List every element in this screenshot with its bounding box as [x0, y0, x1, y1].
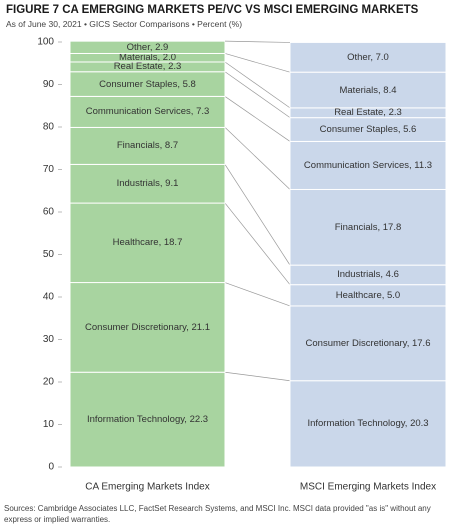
segment-label: Other, 2.9 — [126, 41, 169, 53]
y-tick-label: 70 — [43, 164, 55, 175]
y-tick-label: 10 — [43, 419, 55, 430]
segment-label: Industrials, 4.6 — [337, 269, 399, 281]
y-tick-label: 80 — [43, 122, 55, 133]
connector-line — [224, 202, 291, 285]
y-tick-label: 50 — [43, 249, 55, 260]
segment-label: Communication Services, 7.3 — [85, 106, 210, 118]
segment-label-box: Healthcare, 5.0 — [335, 289, 401, 301]
y-tick-label: 40 — [43, 292, 55, 303]
segment-label: Consumer Staples, 5.6 — [319, 124, 417, 136]
bar-segment — [289, 380, 447, 468]
bar-segment — [69, 282, 226, 373]
y-tick-label: 90 — [43, 79, 55, 90]
chart-title: FIGURE 7 CA EMERGING MARKETS PE/VC VS MS… — [6, 4, 419, 16]
y-tick-label: 60 — [43, 207, 55, 218]
segment-label-box: Consumer Staples, 5.8 — [99, 78, 196, 90]
segment-label-box: Consumer Discretionary, 21.1 — [85, 321, 210, 333]
segment-label: Healthcare, 5.0 — [335, 289, 401, 301]
segment-label-box: Real Estate, 2.3 — [113, 61, 182, 73]
segment-label: Materials, 2.0 — [118, 52, 177, 64]
bar-segment — [289, 71, 447, 109]
bar-segment — [289, 188, 447, 266]
chart-subtitle: As of June 30, 2021 • GICS Sector Compar… — [6, 19, 243, 29]
segment-label: Communication Services, 11.3 — [303, 159, 433, 171]
segment-label: Consumer Staples, 5.8 — [99, 78, 196, 90]
y-tick-label: 100 — [37, 37, 54, 48]
segment-label: Other, 7.0 — [347, 51, 389, 63]
bar-segment — [69, 40, 226, 54]
connector-line — [224, 164, 291, 266]
segment-label: Information Technology, 22.3 — [86, 414, 209, 426]
connector-line — [224, 371, 291, 382]
segment-label: Real Estate, 2.3 — [334, 107, 402, 119]
segment-label-box: Information Technology, 22.3 — [86, 414, 209, 426]
source-note: Sources: Cambridge Associates LLC, FactS… — [4, 504, 431, 524]
segment-label-box: Financials, 8.7 — [116, 140, 179, 152]
segment-label: Materials, 8.4 — [339, 84, 397, 96]
bar-segment — [69, 371, 226, 468]
y-tick-label: 30 — [43, 334, 55, 345]
chart: 0 10 20 30 40 50 60 70 80 90 100 CA Emerging Market… — [37, 37, 447, 493]
bar-segment — [69, 202, 226, 284]
segment-label-box: Healthcare, 18.7 — [112, 237, 183, 249]
segment-label: Information Technology, 20.3 — [307, 418, 429, 430]
connector-line — [224, 96, 291, 142]
bar-segment — [69, 163, 226, 204]
bar-segment — [289, 41, 447, 73]
segment-label-box: Communication Services, 7.3 — [85, 106, 210, 118]
connector-line — [224, 282, 291, 307]
segment-label-box: Industrials, 9.1 — [116, 178, 179, 190]
segment-label-box: Consumer Staples, 5.6 — [319, 124, 417, 136]
segment-label: Healthcare, 18.7 — [112, 237, 183, 249]
segment-label: Real Estate, 2.3 — [113, 61, 182, 73]
connector-line — [224, 40, 291, 43]
segment-label-box: Consumer Discretionary, 17.6 — [305, 337, 431, 349]
x-tick-label: CA Emerging Markets Index — [85, 482, 210, 493]
segment-label-box: Materials, 8.4 — [339, 84, 397, 96]
y-tick-label: 0 — [48, 462, 54, 473]
connector-line — [224, 53, 291, 73]
segment-label-box: Other, 7.0 — [347, 51, 389, 63]
segment-label-box: Materials, 2.0 — [118, 52, 177, 64]
x-tick-label: MSCI Emerging Markets Index — [300, 482, 436, 493]
segment-label-box: Communication Services, 11.3 — [303, 159, 433, 171]
segment-label-box: Industrials, 4.6 — [337, 269, 399, 281]
bar-segment — [289, 140, 447, 190]
bar-segment — [289, 305, 447, 382]
segment-label-box: Real Estate, 2.3 — [334, 107, 402, 119]
bar-segment — [69, 126, 226, 165]
segment-label: Industrials, 9.1 — [116, 178, 179, 190]
segment-label-box: Information Technology, 20.3 — [307, 418, 429, 430]
segment-label: Consumer Discretionary, 17.6 — [305, 337, 431, 349]
connector-line — [224, 127, 291, 190]
bar-segment — [69, 95, 226, 128]
connector-line — [224, 61, 291, 109]
segment-label: Financials, 8.7 — [116, 140, 179, 152]
segment-label-box: Other, 2.9 — [126, 41, 169, 53]
segment-label: Financials, 17.8 — [334, 221, 402, 233]
segment-label: Consumer Discretionary, 21.1 — [85, 321, 210, 333]
segment-label-box: Financials, 17.8 — [334, 221, 402, 233]
connector-line — [224, 71, 291, 118]
y-tick-label: 20 — [43, 377, 55, 388]
